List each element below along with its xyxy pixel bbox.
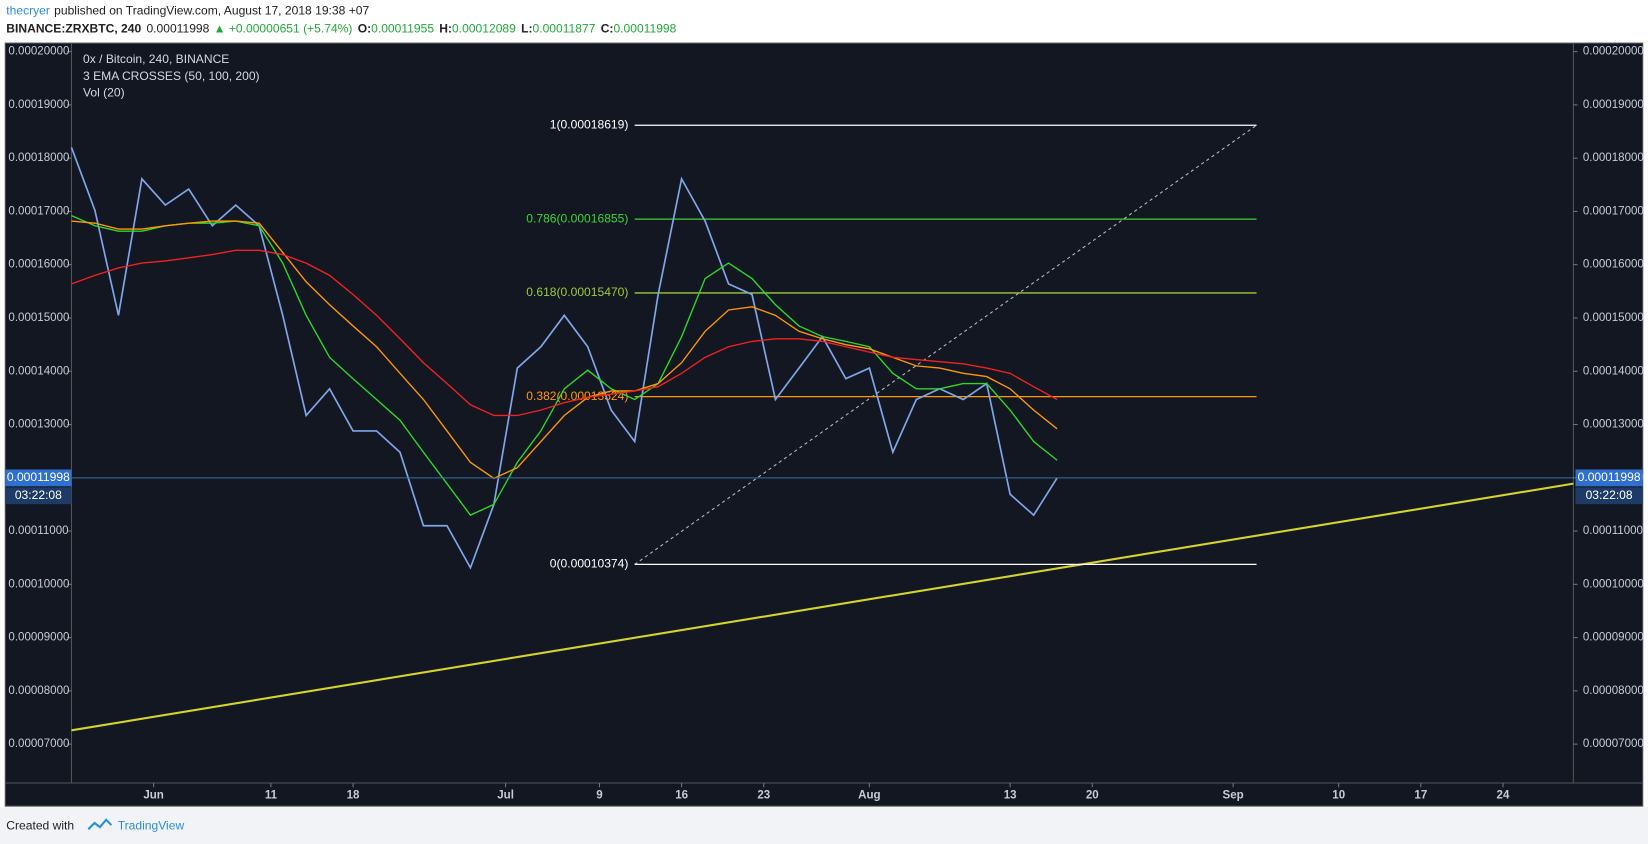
countdown-label: 03:22:08 (1586, 488, 1633, 502)
y-tick-label: 0.00013000 (8, 419, 69, 431)
y-tick-label: 0.00011000 (1583, 525, 1643, 537)
y-tick-label: 0.00007000 (1583, 738, 1644, 750)
header-line-2: BINANCE:ZRXBTC, 240 0.00011998 ▲ +0.000006… (6, 22, 676, 36)
chart-bg (4, 42, 1644, 807)
y-tick-label: 0.00017000 (1583, 205, 1644, 217)
x-tick-label: Jul (497, 790, 514, 802)
x-tick-label: 20 (1086, 790, 1099, 802)
y-tick-label: 0.00019000 (8, 99, 69, 111)
y-tick-label: 0.00016000 (1583, 259, 1644, 271)
fib-label: 0.786(0.00016855) (526, 211, 628, 225)
y-tick-label: 0.00015000 (1583, 312, 1644, 324)
author[interactable]: thecryer (6, 4, 50, 18)
y-tick-label: 0.00020000 (1583, 46, 1644, 58)
y-tick-label: 0.00009000 (1583, 632, 1644, 644)
x-tick-label: 17 (1414, 790, 1427, 802)
y-tick-label: 0.00009000 (8, 632, 69, 644)
countdown-box (1575, 487, 1643, 505)
y-tick-label: 0.00010000 (1583, 578, 1644, 590)
ohlc-value: 0.00011955 (371, 22, 434, 36)
last-price-box (1575, 469, 1643, 487)
last-price-label: 0.00011998 (1578, 470, 1641, 484)
ohlc-key: C: (601, 22, 614, 36)
ohlc-value: 0.00011998 (613, 22, 676, 36)
legend-line: Vol (20) (83, 86, 125, 100)
x-tick-label: 18 (347, 790, 360, 802)
y-tick-label: 0.00011000 (8, 525, 68, 537)
y-tick-label: 0.00017000 (8, 205, 69, 217)
ohlc-value: 0.00011877 (533, 22, 596, 36)
y-tick-label: 0.00014000 (1583, 365, 1644, 377)
series-line (70, 147, 1058, 570)
fib-label: 1(0.00018619) (550, 117, 629, 131)
ohlc-key: L: (521, 22, 532, 36)
change: ▲ +0.00000651 (+5.74%) (214, 22, 353, 36)
x-tick-label: 16 (675, 790, 688, 802)
y-tick-label: 0.00008000 (8, 685, 69, 697)
fib-trend (634, 124, 1257, 565)
x-tick-label: Aug (858, 790, 880, 802)
ohlc-key: H: (439, 22, 452, 36)
ohlc-value: 0.00012089 (452, 22, 516, 36)
ohlc-key: O: (358, 22, 371, 36)
x-tick-label: 23 (757, 790, 770, 802)
last-price-label: 0.00011998 (7, 470, 70, 484)
symbol: BINANCE:ZRXBTC, 240 (6, 22, 141, 36)
fib-label: 0.382(0.00013524) (526, 389, 628, 403)
x-tick-label: Sep (1223, 790, 1244, 802)
x-tick-label: 11 (265, 790, 278, 802)
header-line-1: thecryer published on TradingView.com, Au… (6, 4, 369, 18)
y-tick-label: 0.00013000 (1583, 419, 1644, 431)
published: published on TradingView.com, August 17,… (54, 4, 369, 18)
fib-label: 0.618(0.00015470) (526, 285, 628, 299)
footer-bg (0, 807, 1648, 844)
y-tick-label: 0.00014000 (8, 365, 69, 377)
y-tick-label: 0.00018000 (1583, 152, 1644, 164)
x-tick-label: 24 (1497, 790, 1510, 802)
x-tick-label: Jun (143, 790, 164, 802)
y-tick-label: 0.00019000 (1583, 99, 1644, 111)
legend-line: 3 EMA CROSSES (50, 100, 200) (83, 69, 260, 83)
y-tick-label: 0.00020000 (8, 46, 69, 58)
last: 0.00011998 (146, 22, 209, 36)
y-tick-label: 0.00018000 (8, 152, 69, 164)
fib-label: 0(0.00010374) (550, 557, 629, 571)
y-tick-label: 0.00010000 (8, 578, 69, 590)
legend-line: 0x / Bitcoin, 240, BINANCE (83, 52, 229, 66)
x-tick-label: 9 (596, 790, 602, 802)
x-tick-label: 10 (1332, 790, 1345, 802)
series-line (71, 249, 1058, 417)
brand-icon (87, 818, 113, 831)
y-tick-label: 0.00015000 (8, 312, 69, 324)
y-tick-label: 0.00016000 (8, 259, 69, 271)
countdown-label: 03:22:08 (15, 488, 62, 502)
footer-brand[interactable]: TradingView (118, 818, 185, 832)
last-price-box (5, 469, 72, 487)
y-tick-label: 0.00008000 (1583, 685, 1644, 697)
y-tick-label: 0.00007000 (8, 738, 69, 750)
trendline (71, 482, 1574, 732)
countdown-box (5, 487, 72, 505)
footer-created: Created with (6, 818, 74, 832)
x-tick-label: 13 (1004, 790, 1017, 802)
